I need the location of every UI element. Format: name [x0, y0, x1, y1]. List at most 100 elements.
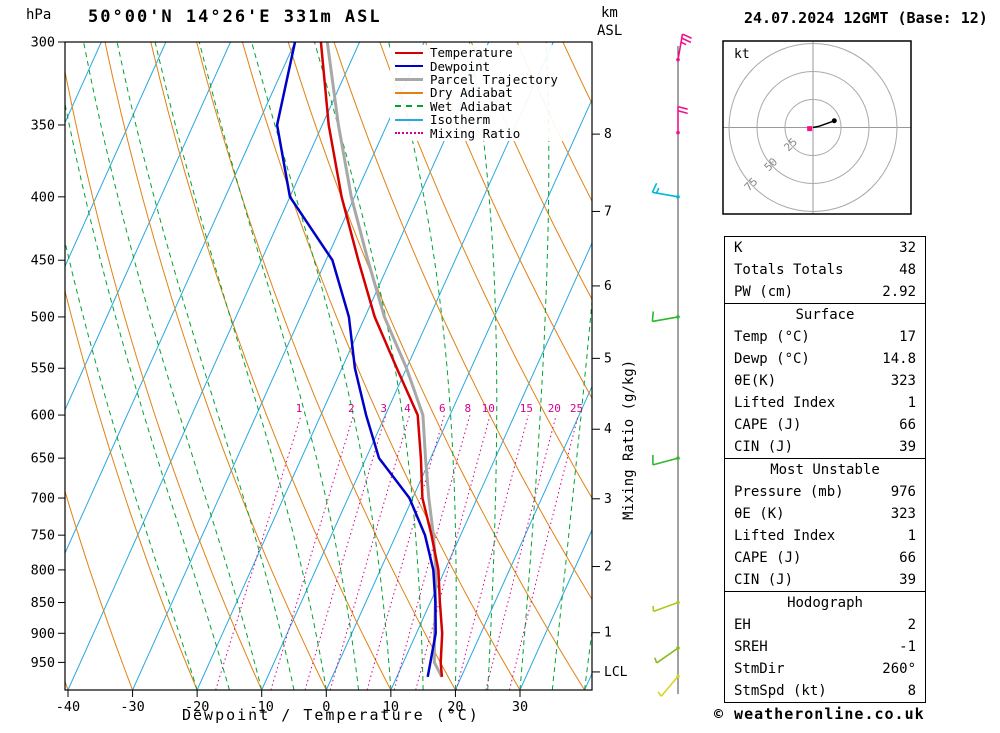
wind-barb: [676, 33, 692, 62]
pressure-tick-label: 550: [31, 361, 55, 377]
table-row-label: CIN (J): [734, 572, 794, 588]
storm-motion-marker: [807, 126, 813, 132]
table-row-label: StmSpd (kt): [734, 683, 827, 699]
table-row: StmSpd (kt) 8: [725, 680, 925, 702]
mixing-ratio-value-label: 3: [380, 402, 387, 415]
table-row: Lifted Index 1: [725, 525, 925, 547]
table-row-label: Totals Totals: [734, 262, 844, 278]
wind-barb: [652, 454, 680, 466]
legend-line-swatch: [395, 132, 423, 135]
wind-barb: [654, 646, 680, 664]
temperature-tick-label: -10: [250, 699, 274, 715]
chart-datetime: 24.07.2024 12GMT (Base: 12): [744, 9, 988, 27]
legend-label: Isotherm: [430, 112, 491, 128]
hodograph-ring: [756, 71, 870, 184]
lcl-label: LCL: [604, 665, 628, 680]
table-row-label: SREH: [734, 639, 768, 655]
table-row-label: PW (cm): [734, 284, 794, 300]
km-tick-label: 6: [604, 279, 612, 294]
legend-item: Wet Adiabat: [395, 100, 558, 113]
wet-adiabat-lines: [65, 42, 592, 690]
table-row-value: 39: [899, 572, 916, 588]
table-row: K 32: [725, 237, 925, 259]
table-row-value: 976: [890, 484, 916, 500]
km-tick-label: 3: [604, 492, 612, 507]
legend-line-swatch: [395, 105, 423, 108]
wind-barb: [651, 182, 680, 199]
table-row-label: Lifted Index: [734, 528, 836, 544]
table-row: Dewp (°C) 14.8: [725, 348, 925, 370]
mixing-ratio-value-label: 20: [548, 402, 561, 415]
indices-table: K 32 Totals Totals 48 PW (cm) 2.92 Surface Temp…: [724, 236, 926, 703]
table-row-label: θE (K): [734, 506, 785, 522]
hodograph-end-dot: [831, 118, 837, 124]
hodograph-unit-label: kt: [734, 47, 750, 62]
altitude-axis-unit-km: km: [601, 5, 618, 21]
table-row-value: 66: [899, 550, 916, 566]
table-row-value: 14.8: [882, 351, 916, 367]
legend-label: Dewpoint: [430, 58, 491, 74]
km-tick-label: 4: [604, 422, 612, 437]
table-row: EH 2: [725, 614, 925, 636]
mixing-ratio-value-label: 8: [465, 402, 472, 415]
legend-label: Mixing Ratio: [430, 125, 521, 141]
wind-barb: [657, 674, 680, 697]
mixing-ratio-value-label: 1: [296, 402, 303, 415]
table-row: CAPE (J) 66: [725, 414, 925, 436]
legend-item: Isotherm: [395, 113, 558, 126]
km-tick-label: 1: [604, 626, 612, 641]
table-row: Lifted Index 1: [725, 392, 925, 414]
table-row-label: StmDir: [734, 661, 785, 677]
hodograph-ring: [728, 43, 898, 212]
table-section-surface: Surface Temp (°C) 17 Dewp (°C) 14.8 θE(K) 323 L…: [725, 303, 925, 458]
temperature-tick-label: 10: [383, 699, 399, 715]
temperature-line: [319, 42, 444, 678]
copyright: © weatheronline.co.uk: [714, 705, 925, 723]
table-row-value: -1: [899, 639, 916, 655]
mixing-ratio-value-label: 2: [348, 402, 355, 415]
temperature-tick-label: -30: [120, 699, 144, 715]
pressure-tick-label: 500: [31, 309, 55, 325]
pressure-tick-label: 800: [31, 562, 55, 578]
temperature-tick-label: 20: [447, 699, 463, 715]
table-section-header: Most Unstable: [770, 462, 880, 478]
legend-label: Dry Adiabat: [430, 85, 513, 101]
table-row: Pressure (mb) 976: [725, 481, 925, 503]
pressure-axis-unit: hPa: [26, 7, 52, 23]
wind-barb: [651, 311, 680, 323]
table-row-value: 8: [907, 683, 916, 699]
dewpoint-line: [275, 42, 437, 678]
table-row: θE(K) 323: [725, 370, 925, 392]
legend-line-swatch: [395, 77, 423, 81]
pressure-tick-label: 850: [31, 595, 55, 611]
table-row-label: CAPE (J): [734, 417, 802, 433]
table-row-label: EH: [734, 617, 751, 633]
hodograph-trace: [812, 120, 835, 129]
legend-item: Temperature: [395, 46, 558, 59]
legend-item: Parcel Trajectory: [395, 73, 558, 86]
pressure-tick-label: 450: [31, 253, 55, 269]
wind-barb: [676, 105, 688, 135]
pressure-tick-label: 400: [31, 189, 55, 205]
table-row-value: 2: [907, 617, 916, 633]
legend-line-swatch: [395, 65, 423, 68]
axis-ticks-and-labels: 3003504004505005506006507007508008509009…: [31, 35, 628, 716]
legend-line-swatch: [395, 91, 423, 94]
table-row-label: CIN (J): [734, 439, 794, 455]
table-section: K 32 Totals Totals 48 PW (cm) 2.92: [725, 237, 925, 303]
hodograph-ring: [784, 99, 842, 156]
table-row: SREH -1: [725, 636, 925, 658]
legend-item: Dry Adiabat: [395, 86, 558, 99]
table-row: PW (cm) 2.92: [725, 281, 925, 303]
hodograph-ring-label: 25: [781, 136, 800, 155]
legend-item: Dewpoint: [395, 58, 558, 74]
pressure-tick-label: 600: [31, 408, 55, 424]
table-row: CAPE (J) 66: [725, 547, 925, 569]
table-section-header: Surface: [795, 307, 855, 323]
table-row-value: 48: [899, 262, 916, 278]
table-row: Totals Totals 48: [725, 259, 925, 281]
table-section-most-unstable: Most Unstable Pressure (mb) 976 θE (K) 323 Li…: [725, 458, 925, 591]
table-row-value: 1: [907, 395, 916, 411]
table-row-value: 2.92: [882, 284, 916, 300]
